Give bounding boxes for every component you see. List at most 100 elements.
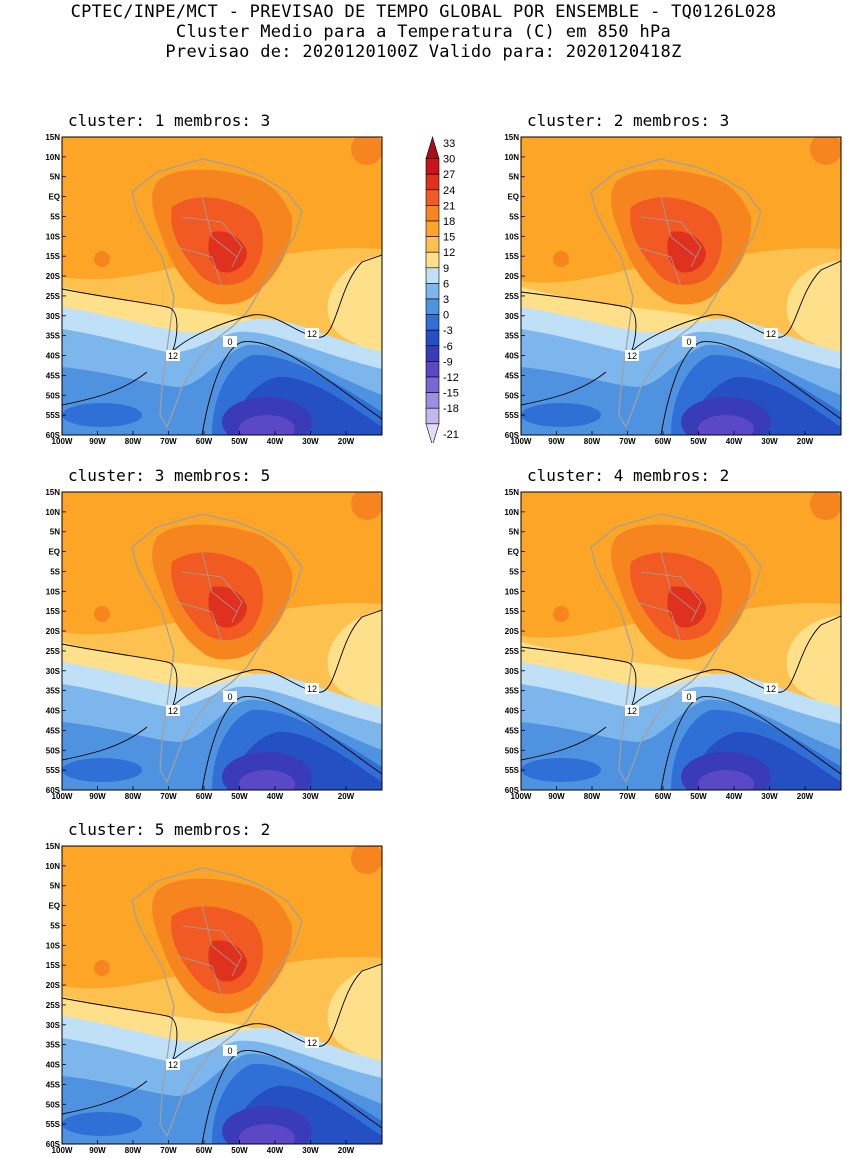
contour-label-12: 12: [305, 1037, 319, 1048]
svg-text:12: 12: [627, 706, 637, 716]
lon-tick-label: 70W: [160, 792, 177, 801]
cluster-panel-5: cluster: 5 membros: 2 12 12 0 15N 10N 5N EQ 5S 10…: [22, 820, 392, 1158]
svg-text:12: 12: [627, 351, 637, 361]
legend-level-label: 3: [443, 294, 449, 306]
contour-label-12: 12: [305, 328, 319, 339]
lat-tick-label: 25S: [46, 647, 61, 656]
lat-tick-label: 5S: [50, 921, 60, 930]
lat-tick-label: 35S: [46, 332, 61, 341]
cluster-panel-4: cluster: 4 membros: 2 12 12 0 15N 10N 5N EQ 5S 10…: [481, 466, 847, 804]
contour-label-12: 12: [625, 705, 639, 716]
lat-tick-label: 25S: [46, 292, 61, 301]
lon-tick-label: 50W: [231, 1146, 248, 1155]
lon-tick-label: 20W: [797, 792, 814, 801]
lon-tick-label: 40W: [267, 792, 284, 801]
lat-tick-label: 30S: [46, 312, 61, 321]
lat-tick-label: EQ: [48, 193, 60, 202]
lon-tick-label: 100W: [52, 437, 73, 446]
cluster-panel-1: cluster: 1 membros: 3 12 12 0 15N 10N 5N EQ 5S 10…: [22, 111, 392, 449]
lat-tick-label: 35S: [46, 687, 61, 696]
contour-label-12: 12: [166, 705, 180, 716]
svg-text:12: 12: [307, 329, 317, 339]
legend-level-label: -3: [443, 325, 453, 337]
lat-tick-label: 40S: [46, 707, 61, 716]
contour-label-12: 12: [764, 328, 778, 339]
lat-tick-label: 5N: [50, 528, 60, 537]
lat-tick-label: 30S: [46, 667, 61, 676]
lon-tick-label: 70W: [619, 792, 636, 801]
lat-tick-label: 60S: [505, 431, 520, 440]
lat-tick-label: 60S: [46, 1140, 61, 1149]
lat-tick-label: 15S: [46, 607, 61, 616]
cluster-title: cluster: 5 membros: 2: [68, 820, 271, 839]
temperature-map: 12 12 0 15N 10N 5N EQ 5S 10S 15S 20S 25S 30S 35S 40S 45…: [504, 133, 842, 446]
lat-tick-label: 55S: [46, 1120, 61, 1129]
lon-tick-label: 80W: [125, 792, 142, 801]
lat-tick-label: 5N: [50, 882, 60, 891]
lat-tick-label: 20S: [505, 272, 520, 281]
cluster-panel-2: cluster: 2 membros: 3 12 12 0 15N 10N 5N EQ 5S 10…: [481, 111, 847, 449]
title-line-3: Previsao de: 2020120100Z Valido para: 20…: [165, 42, 682, 62]
lat-tick-label: 15S: [505, 607, 520, 616]
lat-tick-label: 15N: [45, 842, 60, 851]
lat-tick-label: 5N: [509, 173, 519, 182]
lat-tick-label: 50S: [46, 391, 61, 400]
lat-tick-label: 30S: [505, 667, 520, 676]
lat-tick-label: 20S: [505, 627, 520, 636]
lon-tick-label: 80W: [125, 1146, 142, 1155]
lon-tick-label: 80W: [584, 792, 601, 801]
lat-tick-label: 60S: [46, 431, 61, 440]
lon-tick-label: 60W: [196, 792, 213, 801]
lon-tick-label: 60W: [196, 1146, 213, 1155]
lon-tick-label: 90W: [89, 1146, 106, 1155]
lon-tick-label: 50W: [231, 437, 248, 446]
lat-tick-label: 45S: [505, 726, 520, 735]
lon-tick-label: 80W: [584, 437, 601, 446]
lat-tick-label: 50S: [46, 746, 61, 755]
svg-text:0: 0: [227, 337, 232, 347]
svg-text:12: 12: [307, 684, 317, 694]
lat-tick-label: 35S: [46, 1041, 61, 1050]
lat-tick-label: 10N: [504, 153, 519, 162]
lat-tick-label: 40S: [505, 707, 520, 716]
contour-label-12: 12: [166, 1059, 180, 1070]
svg-text:12: 12: [168, 351, 178, 361]
lat-tick-label: EQ: [48, 902, 60, 911]
contour-label-12: 12: [166, 350, 180, 361]
contour-label-12: 12: [305, 683, 319, 694]
lat-tick-label: 40S: [46, 1061, 61, 1070]
lon-tick-label: 40W: [267, 1146, 284, 1155]
legend-level-label: 24: [443, 185, 455, 197]
lat-tick-label: 5S: [50, 567, 60, 576]
lat-tick-label: 25S: [505, 647, 520, 656]
contour-label-0: 0: [682, 691, 696, 702]
lat-tick-label: 5S: [50, 212, 60, 221]
svg-text:0: 0: [227, 1046, 232, 1056]
lat-tick-label: 20S: [46, 272, 61, 281]
contour-label-0: 0: [223, 1045, 237, 1056]
lat-tick-label: 10S: [505, 232, 520, 241]
lat-tick-label: 35S: [505, 687, 520, 696]
lat-tick-label: 30S: [505, 312, 520, 321]
legend-level-label: 12: [443, 247, 455, 259]
legend-level-label: 27: [443, 169, 455, 181]
cluster-title: cluster: 2 membros: 3: [527, 111, 730, 130]
lon-tick-label: 40W: [267, 437, 284, 446]
lat-tick-label: 15N: [504, 488, 519, 497]
lat-tick-label: 5S: [509, 212, 519, 221]
lat-tick-label: 55S: [46, 411, 61, 420]
lat-tick-label: EQ: [507, 548, 519, 557]
legend-level-label: 6: [443, 278, 449, 290]
lat-tick-label: 5S: [509, 567, 519, 576]
lat-tick-label: 35S: [505, 332, 520, 341]
lon-tick-label: 50W: [231, 792, 248, 801]
lat-tick-label: 50S: [46, 1100, 61, 1109]
legend-level-label: -9: [443, 356, 453, 368]
cluster-title: cluster: 1 membros: 3: [68, 111, 271, 130]
lon-tick-label: 90W: [548, 792, 565, 801]
contour-label-0: 0: [223, 336, 237, 347]
lat-tick-label: 5N: [50, 173, 60, 182]
lon-tick-label: 60W: [655, 792, 672, 801]
contour-label-12: 12: [625, 350, 639, 361]
